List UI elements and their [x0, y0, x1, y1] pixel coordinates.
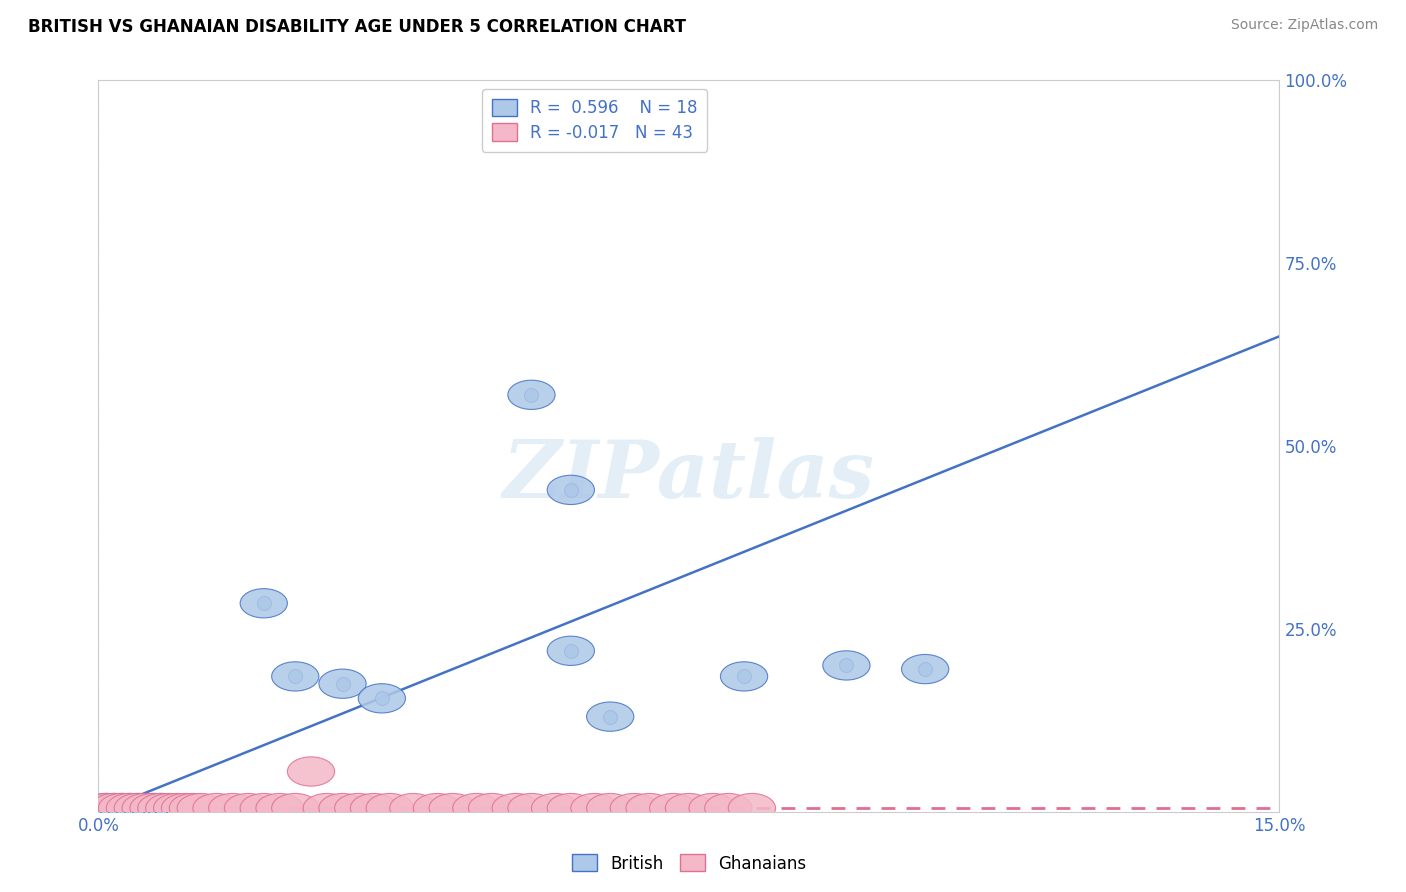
Ellipse shape [547, 794, 595, 822]
Ellipse shape [547, 636, 595, 665]
Ellipse shape [90, 794, 138, 822]
Ellipse shape [468, 794, 516, 822]
Ellipse shape [271, 794, 319, 822]
Ellipse shape [240, 794, 287, 822]
Ellipse shape [720, 662, 768, 691]
Legend: British, Ghanaians: British, Ghanaians [565, 847, 813, 880]
Ellipse shape [271, 662, 319, 691]
Ellipse shape [319, 794, 366, 822]
Text: ZIPatlas: ZIPatlas [503, 436, 875, 514]
Ellipse shape [626, 794, 673, 822]
Ellipse shape [107, 794, 153, 822]
Ellipse shape [129, 794, 177, 822]
Ellipse shape [146, 794, 193, 822]
Ellipse shape [586, 702, 634, 731]
Ellipse shape [256, 794, 304, 822]
Ellipse shape [366, 794, 413, 822]
Ellipse shape [586, 794, 634, 822]
Ellipse shape [287, 756, 335, 786]
Ellipse shape [153, 794, 201, 822]
Ellipse shape [665, 794, 713, 822]
Ellipse shape [610, 794, 658, 822]
Ellipse shape [728, 794, 776, 822]
Ellipse shape [129, 794, 177, 822]
Ellipse shape [571, 794, 619, 822]
Ellipse shape [319, 669, 366, 698]
Ellipse shape [901, 655, 949, 683]
Ellipse shape [90, 794, 138, 822]
Ellipse shape [359, 683, 405, 713]
Ellipse shape [83, 794, 129, 822]
Ellipse shape [114, 794, 162, 822]
Ellipse shape [689, 794, 737, 822]
Ellipse shape [169, 794, 217, 822]
Ellipse shape [704, 794, 752, 822]
Ellipse shape [335, 794, 382, 822]
Ellipse shape [453, 794, 501, 822]
Ellipse shape [650, 794, 697, 822]
Ellipse shape [413, 794, 461, 822]
Ellipse shape [98, 794, 146, 822]
Ellipse shape [114, 794, 162, 822]
Ellipse shape [492, 794, 540, 822]
Ellipse shape [208, 794, 256, 822]
Ellipse shape [429, 794, 477, 822]
Ellipse shape [304, 794, 350, 822]
Ellipse shape [162, 794, 208, 822]
Ellipse shape [531, 794, 579, 822]
Ellipse shape [193, 794, 240, 822]
Ellipse shape [508, 380, 555, 409]
Ellipse shape [389, 794, 437, 822]
Ellipse shape [138, 794, 186, 822]
Ellipse shape [138, 794, 186, 822]
Ellipse shape [240, 589, 287, 618]
Ellipse shape [177, 794, 225, 822]
Ellipse shape [107, 794, 153, 822]
Text: Source: ZipAtlas.com: Source: ZipAtlas.com [1230, 18, 1378, 32]
Ellipse shape [823, 651, 870, 680]
Ellipse shape [225, 794, 271, 822]
Legend: R =  0.596    N = 18, R = -0.017   N = 43: R = 0.596 N = 18, R = -0.017 N = 43 [481, 88, 707, 152]
Ellipse shape [98, 794, 146, 822]
Ellipse shape [508, 794, 555, 822]
Ellipse shape [547, 475, 595, 505]
Ellipse shape [350, 794, 398, 822]
Ellipse shape [122, 794, 169, 822]
Text: BRITISH VS GHANAIAN DISABILITY AGE UNDER 5 CORRELATION CHART: BRITISH VS GHANAIAN DISABILITY AGE UNDER… [28, 18, 686, 36]
Ellipse shape [83, 794, 129, 822]
